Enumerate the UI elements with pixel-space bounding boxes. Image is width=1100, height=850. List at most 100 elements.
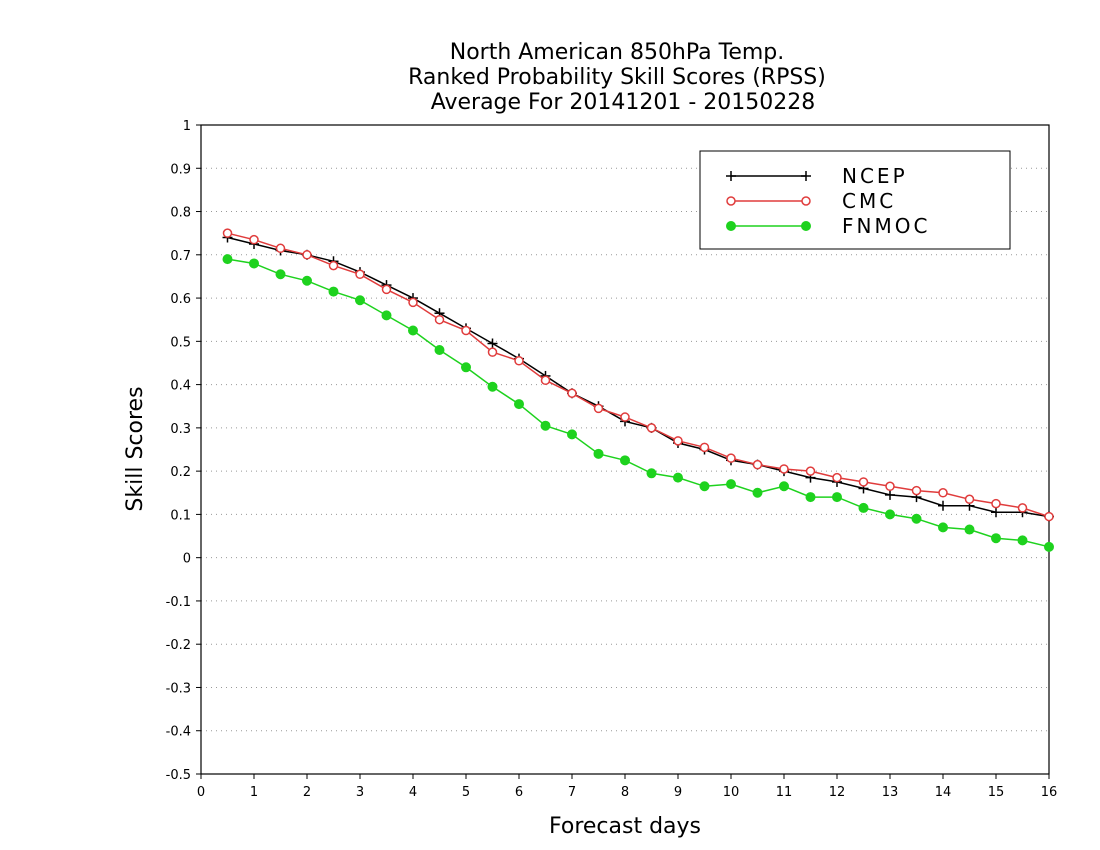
- data-point-fnmoc: [434, 344, 445, 355]
- data-point-cmc: [885, 481, 895, 492]
- data-point-cmc: [832, 472, 842, 483]
- data-point-cmc: [275, 243, 286, 254]
- x-tick-label: 0: [197, 785, 205, 800]
- data-point-fnmoc: [805, 492, 816, 503]
- data-point-cmc: [487, 347, 498, 357]
- data-point-fnmoc: [991, 533, 1001, 544]
- data-point-fnmoc: [646, 468, 657, 479]
- data-point-cmc: [1044, 511, 1054, 522]
- x-tick-label: 4: [409, 785, 417, 800]
- y-tick-label: 1: [183, 119, 191, 134]
- title-line-2: Ranked Probability Skill Scores (RPSS): [408, 65, 826, 90]
- data-point-cmc: [991, 498, 1001, 509]
- x-tick-label: 8: [621, 785, 629, 800]
- x-tick-label: 3: [356, 785, 364, 800]
- data-point-fnmoc: [752, 487, 763, 498]
- data-point-cmc: [911, 485, 922, 496]
- y-tick-label: 0.9: [170, 162, 191, 177]
- data-point-fnmoc: [222, 254, 233, 265]
- y-tick-label: -0.2: [166, 638, 191, 653]
- legend-box: [699, 150, 1011, 250]
- legend-label-cmc: CMC: [842, 189, 896, 213]
- data-point-fnmoc: [885, 509, 895, 520]
- data-point-fnmoc: [832, 492, 842, 503]
- x-tick-label: 2: [303, 785, 311, 800]
- data-point-fnmoc: [779, 481, 789, 492]
- data-point-cmc: [567, 388, 577, 399]
- data-point-cmc: [779, 464, 789, 474]
- legend-item-ncep: NCEP: [726, 164, 908, 188]
- x-tick-label: 10: [723, 785, 740, 800]
- y-tick-label: 0.1: [170, 508, 191, 523]
- data-point-cmc: [620, 412, 630, 422]
- x-tick-label: 5: [462, 785, 470, 800]
- series-line-fnmoc: [227, 258, 1050, 548]
- y-tick-label: 0.5: [170, 335, 191, 350]
- legend-marker-ncep: [726, 171, 736, 181]
- data-point-fnmoc: [461, 362, 471, 373]
- data-point-fnmoc: [302, 275, 312, 286]
- y-tick-label: 0.6: [170, 292, 191, 307]
- data-point-cmc: [249, 234, 259, 245]
- data-point-fnmoc: [328, 286, 339, 297]
- data-point-fnmoc: [1017, 535, 1028, 546]
- data-point-fnmoc: [408, 325, 418, 336]
- data-point-fnmoc: [673, 472, 683, 483]
- data-point-cmc: [646, 423, 657, 433]
- grid-lines: [201, 167, 1049, 732]
- data-point-fnmoc: [514, 399, 524, 410]
- data-point-cmc: [938, 488, 948, 498]
- x-tick-label: 7: [568, 785, 576, 800]
- data-point-cmc: [381, 284, 392, 295]
- data-point-fnmoc: [540, 420, 551, 431]
- data-point-fnmoc: [964, 524, 975, 535]
- data-point-fnmoc: [938, 522, 948, 533]
- data-point-fnmoc: [699, 481, 710, 492]
- data-point-cmc: [752, 459, 763, 470]
- data-point-cmc: [699, 442, 710, 453]
- data-point-cmc: [461, 325, 471, 336]
- x-tick-label: 9: [674, 785, 682, 800]
- data-point-ncep: [938, 500, 948, 511]
- data-point-cmc: [302, 250, 312, 260]
- data-point-fnmoc: [858, 502, 869, 513]
- data-point-cmc: [593, 403, 604, 414]
- legend-label-ncep: NCEP: [842, 164, 908, 188]
- legend-marker-fnmoc: [801, 221, 811, 231]
- data-point-cmc: [964, 494, 975, 505]
- series-ncep: [222, 232, 1054, 522]
- x-tick-label: 16: [1041, 785, 1058, 800]
- y-tick-label: -0.1: [166, 595, 191, 610]
- data-point-ncep: [885, 489, 895, 500]
- data-point-cmc: [858, 477, 869, 487]
- x-tick-label: 1: [250, 785, 258, 800]
- y-tick-label: -0.3: [166, 681, 191, 696]
- data-point-fnmoc: [249, 258, 259, 269]
- x-tick-label: 14: [935, 785, 952, 800]
- legend-marker-cmc: [726, 196, 736, 206]
- data-point-fnmoc: [911, 513, 922, 524]
- data-point-cmc: [726, 453, 736, 463]
- data-point-cmc: [434, 314, 445, 325]
- legend-marker-fnmoc: [726, 221, 736, 231]
- data-point-fnmoc: [487, 381, 498, 392]
- data-point-cmc: [222, 228, 233, 238]
- series-line-cmc: [227, 232, 1050, 518]
- y-tick-label: 0.3: [170, 422, 191, 437]
- y-tick-label: 0.8: [170, 206, 191, 221]
- y-tick-label: -0.5: [166, 768, 191, 783]
- legend-item-fnmoc: FNMOC: [726, 214, 927, 238]
- data-point-fnmoc: [620, 455, 630, 466]
- data-point-fnmoc: [275, 269, 286, 280]
- x-tick-label: 13: [882, 785, 899, 800]
- data-point-fnmoc: [593, 448, 604, 459]
- data-point-cmc: [1017, 503, 1028, 513]
- title-line-1: North American 850hPa Temp.: [450, 40, 785, 65]
- x-tick-label: 12: [829, 785, 846, 800]
- y-tick-label: 0: [183, 552, 191, 567]
- data-point-cmc: [805, 466, 816, 476]
- x-axis-label: Forecast days: [549, 814, 701, 839]
